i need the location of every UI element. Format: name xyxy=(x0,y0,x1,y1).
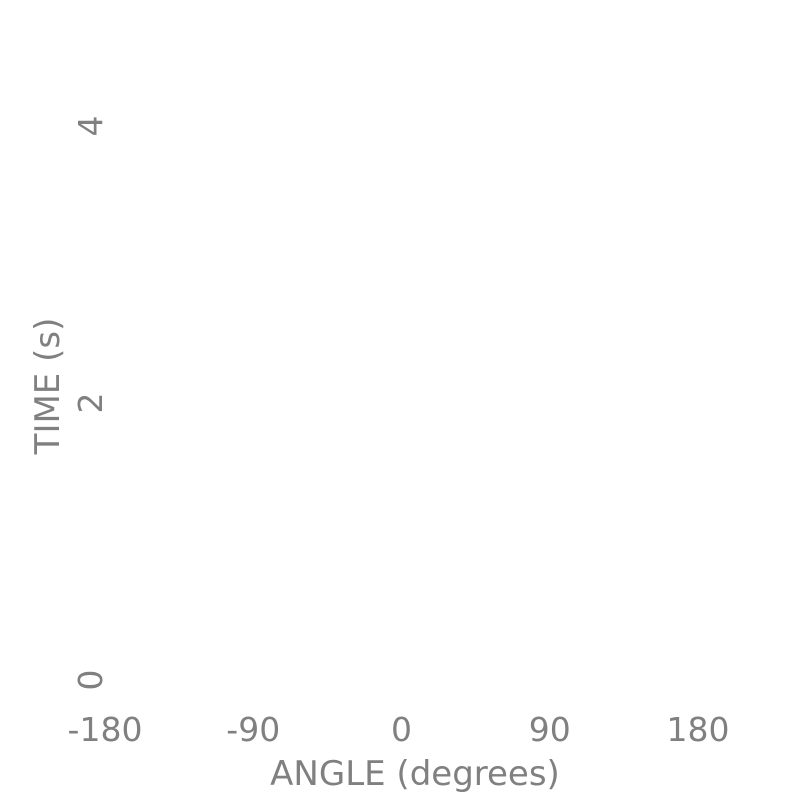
y-tick-label: 0 xyxy=(71,670,110,691)
x-axis-label: ANGLE (degrees) xyxy=(270,754,560,794)
y-axis-label: TIME (s) xyxy=(28,318,68,456)
y-tick-label: 4 xyxy=(71,116,110,137)
x-tick-label: -90 xyxy=(226,710,280,749)
y-tick-labels: 0 2 4 xyxy=(71,116,110,691)
x-tick-label: 180 xyxy=(667,710,730,749)
x-tick-label: -180 xyxy=(68,710,143,749)
y-tick-label: 2 xyxy=(71,393,110,414)
x-tick-label: 0 xyxy=(391,710,412,749)
x-tick-label: 90 xyxy=(529,710,571,749)
x-tick-labels: -180 -90 0 90 180 xyxy=(68,710,730,749)
